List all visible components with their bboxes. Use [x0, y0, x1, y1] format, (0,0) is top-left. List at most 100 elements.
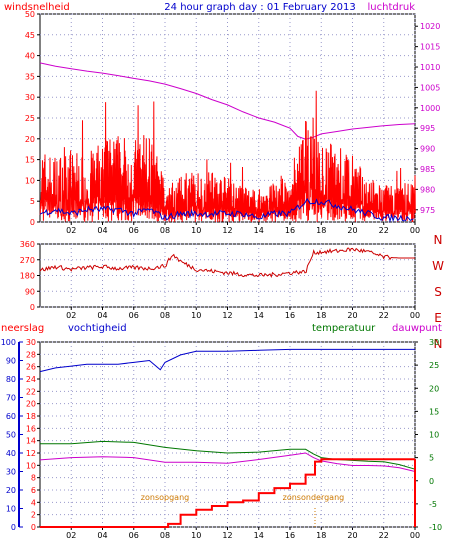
temperature-y-tick-label: 20 — [429, 384, 439, 393]
wind-direction-line — [39, 247, 415, 278]
wind-y-tick-label: 15 — [25, 156, 35, 165]
pressure-y-tick-label: 975 — [420, 206, 435, 215]
dewpoint-axis-title: dauwpunt — [392, 323, 442, 334]
wind-y-tick-label: 25 — [25, 114, 35, 123]
pressure-axis-title: luchtdruk — [368, 2, 416, 13]
wind-speed-axis-title: windsnelheid — [4, 2, 70, 13]
rain-y-tick-label: 10 — [26, 461, 36, 470]
rain-y-tick-label: 2 — [31, 511, 36, 520]
rain-y-tick-label: 30 — [26, 338, 36, 347]
bottom-panel-x-tick-label: 10 — [191, 531, 201, 540]
humidity-y-tick-label: 70 — [6, 394, 16, 403]
rain-y-tick-label: 6 — [31, 486, 36, 495]
direction-panel-x-tick-label: 18 — [316, 311, 326, 320]
sunset-label: zonsondergang — [283, 493, 345, 502]
compass-label-e: E — [434, 311, 442, 325]
temperature-axis-title: temperatuur — [312, 323, 376, 334]
rain-y-tick-label: 12 — [26, 449, 36, 458]
bottom-panel-x-tick-label: 02 — [66, 531, 76, 540]
bottom-panel-x-tick-label: 20 — [347, 531, 357, 540]
direction-panel-x-tick-label: 20 — [347, 311, 357, 320]
wind-panel-x-tick-label: 14 — [254, 226, 264, 235]
rain-y-tick-label: 4 — [31, 498, 36, 507]
pressure-y-tick-label: 1000 — [420, 104, 440, 113]
direction-panel-x-tick-label: 22 — [379, 311, 389, 320]
humidity-y-tick-label: 20 — [6, 486, 16, 495]
direction-panel-x-tick-label: 00 — [410, 311, 420, 320]
direction-y-tick-label: 90 — [25, 287, 35, 296]
pressure-y-tick-label: 980 — [420, 185, 435, 194]
wind-y-tick-label: 30 — [25, 93, 35, 102]
wind-panel-x-tick-label: 00 — [410, 226, 420, 235]
rain-y-tick-label: 28 — [26, 350, 36, 359]
wind-panel-x-tick-label: 06 — [129, 226, 139, 235]
wind-panel-x-tick-label: 08 — [160, 226, 170, 235]
bottom-panel-x-tick-label: 04 — [97, 531, 107, 540]
wind-y-tick-label: 5 — [30, 197, 35, 206]
wind-y-tick-label: 10 — [25, 176, 35, 185]
bottom-panel-x-tick-label: 00 — [410, 531, 420, 540]
bottom-panel-x-tick-label: 18 — [316, 531, 326, 540]
rain-y-tick-label: 18 — [26, 412, 36, 421]
wind-panel-x-tick-label: 20 — [347, 226, 357, 235]
temperature-y-tick-label: 25 — [429, 361, 439, 370]
compass-label-n: N — [434, 233, 443, 247]
bottom-panel-x-tick-label: 16 — [285, 531, 295, 540]
temperature-y-tick-label: -10 — [429, 523, 442, 532]
rain-y-tick-label: 14 — [26, 437, 36, 446]
rain-y-tick-label: 20 — [26, 400, 36, 409]
humidity-y-tick-label: 10 — [6, 505, 16, 514]
temperature-line — [40, 440, 416, 470]
wind-y-tick-label: 45 — [25, 31, 35, 40]
humidity-y-tick-label: 50 — [6, 431, 16, 440]
direction-panel-x-tick-label: 12 — [222, 311, 232, 320]
wind-y-tick-label: 50 — [25, 10, 35, 19]
compass-label-n: N — [434, 337, 443, 351]
humidity-y-tick-label: 30 — [6, 468, 16, 477]
temperature-y-tick-label: 10 — [429, 431, 439, 440]
pressure-y-tick-label: 1005 — [420, 83, 440, 92]
humidity-axis-title: vochtigheid — [68, 323, 127, 334]
wind-panel-x-tick-label: 18 — [316, 226, 326, 235]
pressure-y-tick-label: 1015 — [420, 43, 440, 52]
humidity-y-tick-label: 0 — [11, 523, 16, 532]
wind-gust-line — [39, 90, 416, 223]
wind-panel-x-tick-label: 02 — [66, 226, 76, 235]
pressure-y-tick-label: 985 — [420, 165, 435, 174]
wind-y-tick-label: 20 — [25, 135, 35, 144]
sunrise-label: zonsopgang — [141, 493, 189, 502]
pressure-y-tick-label: 1010 — [420, 63, 440, 72]
chart-layer: 02 04 06 08 10 12 14 16 18 20 22 000510152025303540… — [1, 10, 444, 540]
wind-average-line — [39, 197, 414, 223]
direction-panel-x-tick-label: 16 — [285, 311, 295, 320]
temperature-y-tick-label: 5 — [429, 454, 434, 463]
rain-line — [40, 458, 415, 528]
wind-panel-x-tick-label: 16 — [285, 226, 295, 235]
chart-title: 24 hour graph day : 01 February 2013 — [164, 2, 355, 13]
direction-panel-x-tick-label: 08 — [160, 311, 170, 320]
bottom-panel-x-tick-label: 14 — [254, 531, 264, 540]
pressure-y-tick-label: 995 — [420, 124, 435, 133]
temperature-y-tick-label: 0 — [429, 477, 434, 486]
wind-panel-x-tick-label: 10 — [191, 226, 201, 235]
pressure-line — [39, 62, 416, 140]
direction-panel-x-tick-label: 04 — [97, 311, 107, 320]
bottom-panel-x-tick-label: 06 — [129, 531, 139, 540]
humidity-y-tick-label: 80 — [6, 375, 16, 384]
rain-y-tick-label: 16 — [26, 424, 36, 433]
bottom-panel-x-tick-label: 08 — [160, 531, 170, 540]
wind-y-tick-label: 40 — [25, 52, 35, 61]
direction-panel-x-tick-label: 10 — [191, 311, 201, 320]
humidity-y-tick-label: 60 — [6, 412, 16, 421]
humidity-line — [39, 348, 415, 373]
direction-y-tick-label: 360 — [20, 240, 35, 249]
direction-panel-x-tick-label: 02 — [66, 311, 76, 320]
wind-y-tick-label: 0 — [30, 218, 35, 227]
humidity-y-tick-label: 90 — [6, 357, 16, 366]
temperature-y-tick-label: 15 — [429, 407, 439, 416]
bottom-panel-x-tick-label: 12 — [222, 531, 232, 540]
rain-axis-title: neerslag — [1, 323, 44, 334]
rain-y-tick-label: 0 — [31, 523, 36, 532]
